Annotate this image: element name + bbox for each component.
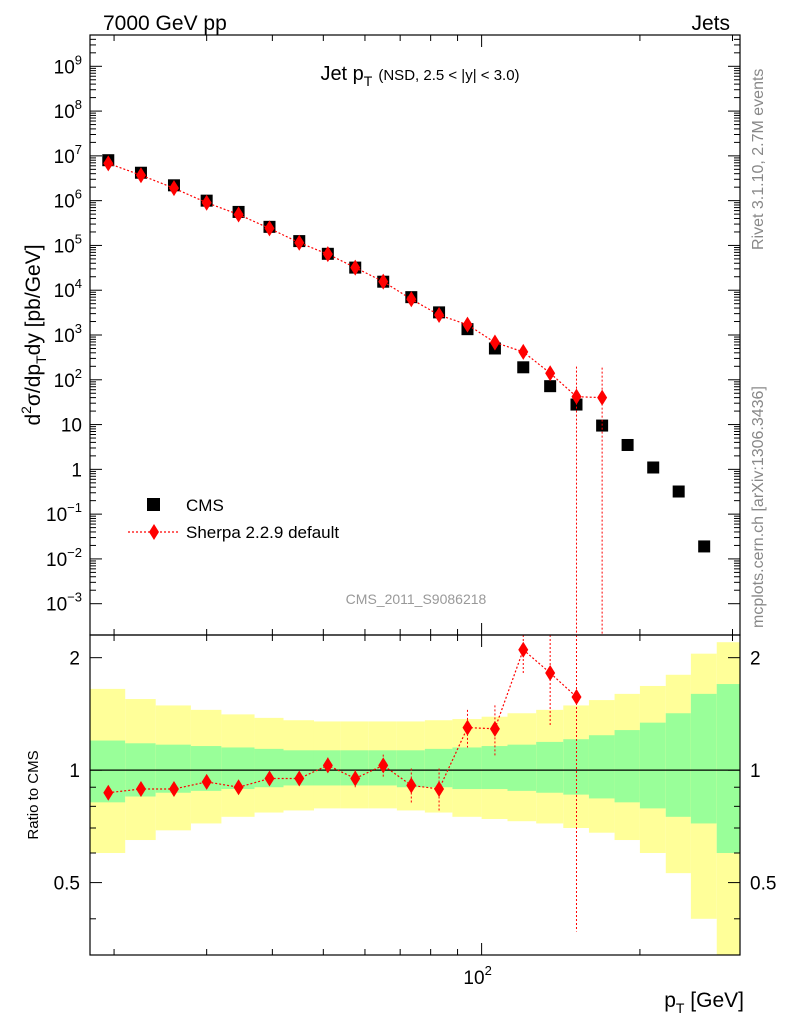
analysis-watermark: CMS_2011_S9086218: [346, 591, 487, 607]
inner-band: [588, 735, 615, 799]
ratio-point: [135, 781, 146, 798]
inner-band: [452, 747, 482, 790]
inner-band: [690, 693, 717, 824]
ratio-y-tick-label: 0.5: [54, 874, 80, 895]
y-tick-label: 103: [54, 321, 82, 347]
sherpa-point: [462, 316, 473, 333]
sherpa-point: [378, 273, 389, 290]
ratio-point: [378, 757, 389, 774]
rivet-version-label: Rivet 3.1.10, 2.7M events: [750, 69, 767, 250]
sherpa-point: [489, 334, 500, 351]
y-tick-label: 10−3: [46, 590, 82, 616]
sherpa-point: [434, 306, 445, 323]
y-tick-label: 10: [61, 416, 82, 437]
main-y-axis-label: d2σ/dpTdy [pb/GeV]: [18, 244, 49, 425]
sherpa-point: [406, 291, 417, 308]
ratio-point: [294, 770, 305, 787]
header-energy-label: 7000 GeV pp: [103, 12, 227, 35]
sherpa-point: [322, 246, 333, 263]
inner-band: [716, 684, 740, 854]
ratio-point: [322, 757, 333, 774]
y-tick-label: 106: [54, 187, 82, 213]
sherpa-point: [545, 365, 556, 382]
sherpa-point: [571, 388, 582, 405]
sherpa-point: [597, 389, 608, 406]
ratio-point: [462, 719, 473, 736]
y-tick-label: 108: [54, 97, 82, 123]
ratio-point: [434, 781, 445, 798]
cms-point: [698, 540, 711, 553]
sherpa-point: [201, 194, 212, 211]
sherpa-ratio-series: [103, 635, 582, 932]
ratio-point: [264, 770, 275, 787]
cms-point: [672, 485, 685, 498]
ratio-y-axis-label: Ratio to CMS: [25, 750, 42, 839]
y-tick-label: 1: [71, 460, 82, 481]
legend-cms-marker: [147, 498, 160, 511]
ratio-point: [545, 664, 556, 681]
ratio-uncertainty-bands: [90, 642, 740, 955]
legend: CMS Sherpa 2.2.9 default: [128, 496, 339, 542]
cms-point: [621, 438, 634, 451]
y-tick-label: 107: [54, 142, 82, 168]
inner-band: [507, 744, 537, 791]
sherpa-point: [233, 206, 244, 223]
ratio-axis-ticks: 0.5 0.5 1 1 2 2 102: [54, 649, 777, 989]
sherpa-point: [135, 167, 146, 184]
ratio-point: [168, 781, 179, 798]
main-y-axis-ticks: 10−3 10−2 10−1 1 10 102 103 104 105 106 107 108 109: [46, 34, 740, 955]
ratio-point: [571, 688, 582, 705]
cms-point: [647, 461, 660, 474]
legend-sherpa-label: Sherpa 2.2.9 default: [186, 523, 339, 542]
x-tick-label: 102: [463, 963, 491, 989]
inner-band: [639, 722, 666, 809]
sherpa-point: [294, 234, 305, 251]
ratio-y-tick-label-right: 1: [750, 761, 761, 782]
sherpa-mc-series: [103, 155, 608, 635]
mcplots-reference-label: mcplots.cern.ch [arXiv:1306.3436]: [750, 386, 767, 628]
ratio-y-tick-label-right: 2: [750, 649, 761, 670]
sherpa-line: [108, 162, 603, 399]
y-tick-label: 105: [54, 231, 82, 257]
header-process-label: Jets: [691, 12, 730, 35]
ratio-point: [518, 641, 529, 658]
ratio-y-tick-label-right: 0.5: [750, 874, 776, 895]
inner-band: [481, 746, 508, 790]
ratio-plot-panel: 0.5 0.5 1 1 2 2 102 Ratio to CMS pT [GeV]: [25, 634, 777, 1016]
main-plot-panel: 10−310−210−1110102103104105106107108109 …: [18, 34, 741, 955]
y-tick-label: 10−1: [46, 500, 82, 526]
sherpa-point: [168, 180, 179, 197]
ratio-point: [201, 773, 212, 790]
y-tick-label: 102: [54, 366, 82, 392]
cms-data-series: [102, 154, 711, 553]
x-axis-label: pT [GeV]: [664, 989, 744, 1016]
ratio-y-tick-label: 1: [69, 761, 80, 782]
legend-cms-label: CMS: [186, 496, 224, 515]
ratio-point: [489, 720, 500, 737]
cms-point: [544, 380, 557, 393]
sherpa-point: [350, 259, 361, 276]
plot-title: Jet pT (NSD, 2.5 < |y| < 3.0): [320, 63, 519, 89]
ratio-point: [350, 770, 361, 787]
y-tick-label: 10−2: [46, 545, 82, 571]
cms-point: [517, 361, 530, 374]
ratio-point: [406, 777, 417, 794]
main-plot-frame: [89, 34, 741, 636]
sherpa-point: [103, 155, 114, 172]
sherpa-point: [264, 220, 275, 237]
inner-band: [614, 730, 640, 803]
legend-sherpa-marker: [149, 524, 159, 540]
ratio-point: [233, 779, 244, 796]
inner-band: [665, 713, 691, 817]
ratio-plot-frame: [89, 634, 741, 956]
ratio-y-tick-label: 2: [69, 649, 80, 670]
ratio-line: [108, 648, 577, 794]
ratio-point: [103, 784, 114, 801]
y-tick-label: 109: [54, 52, 82, 78]
y-tick-label: 104: [54, 276, 82, 302]
sherpa-point: [518, 343, 529, 360]
inner-band: [536, 741, 564, 793]
